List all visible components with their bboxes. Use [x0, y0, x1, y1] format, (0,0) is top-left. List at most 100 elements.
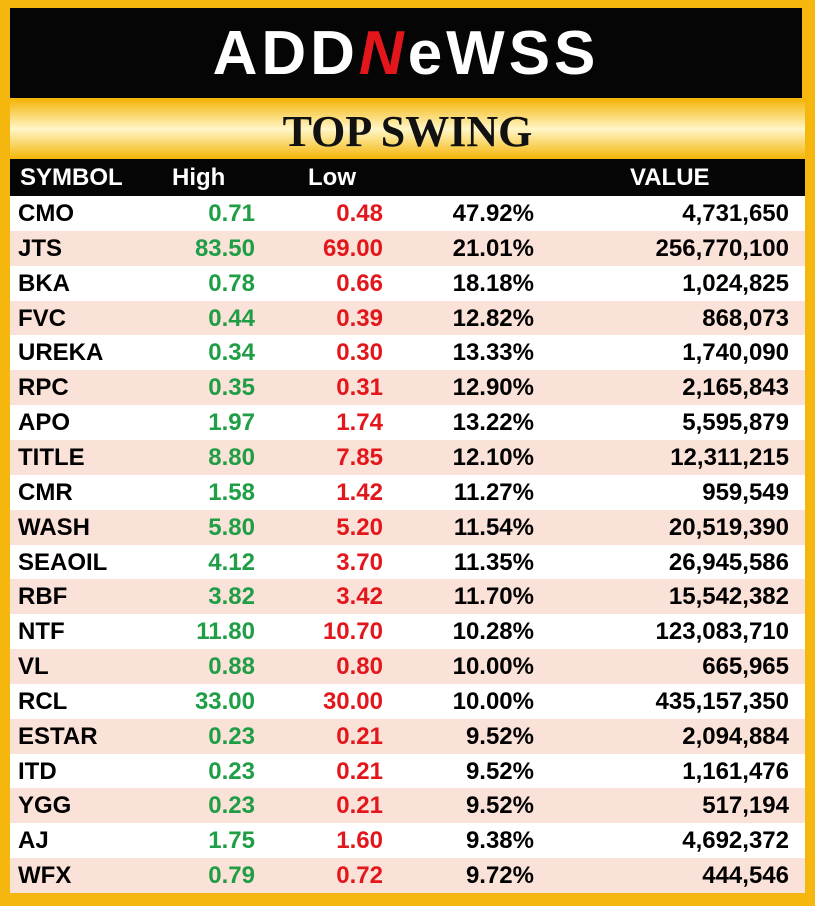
table-row: ESTAR 0.23 0.21 9.52% 2,094,884 [10, 718, 805, 754]
table-cell: 4,731,650 [682, 200, 789, 227]
table-cell: FVC [18, 304, 66, 332]
table-row: AJ 1.75 1.60 9.38% 4,692,372 [10, 823, 805, 859]
table-cell: ESTAR [18, 722, 98, 750]
table-row: CMO 0.71 0.48 47.92% 4,731,650 [10, 196, 805, 231]
table-cell: 0.72 [336, 862, 383, 890]
table-cell: 0.21 [336, 792, 383, 820]
table-row: RBF 3.82 3.42 11.70% 15,542,382 [10, 579, 805, 615]
table-cell: 47.92% [452, 200, 534, 227]
table-cell: 5,595,879 [682, 409, 789, 437]
column-header: VALUE [630, 164, 710, 191]
table-cell: YGG [18, 792, 72, 820]
table-cell: ITD [18, 757, 57, 785]
table-row: UREKA 0.34 0.30 13.33% 1,740,090 [10, 335, 805, 371]
table-cell: 0.48 [336, 200, 383, 227]
table-cell: 868,073 [702, 304, 789, 332]
table-cell: 517,194 [702, 792, 789, 820]
table-cell: WASH [18, 513, 90, 541]
table-cell: 1.42 [336, 478, 383, 506]
table-cell: 7.85 [336, 443, 383, 471]
table-cell: UREKA [18, 339, 104, 367]
table-cell: TITLE [18, 443, 85, 471]
table-cell: 0.79 [208, 862, 255, 890]
table-cell: 12,311,215 [670, 443, 789, 471]
table-cell: 9.52% [465, 757, 534, 785]
table-row: WASH 5.80 5.20 11.54% 20,519,390 [10, 509, 805, 545]
column-header: SYMBOL [20, 164, 123, 191]
table-cell: 11.80 [196, 618, 255, 646]
table-cell: 1.75 [208, 827, 255, 855]
table-cell: 435,157,350 [655, 687, 789, 715]
table-cell: 0.66 [336, 269, 383, 297]
title: TOP SWING [10, 100, 805, 158]
table-cell: 959,549 [702, 478, 789, 506]
table-cell: 11.35% [453, 548, 534, 576]
table-row: ITD 0.23 0.21 9.52% 1,161,476 [10, 753, 805, 789]
table-cell: 10.70 [322, 618, 383, 646]
table-cell: 9.52% [465, 722, 534, 750]
table-cell: 10.00% [452, 687, 534, 715]
table-cell: 1.97 [208, 409, 255, 437]
table-row: NTF 11.80 10.70 10.28% 123,083,710 [10, 614, 805, 650]
table-cell: CMO [18, 200, 74, 227]
table-cell: 444,546 [702, 862, 789, 890]
table-row: VL 0.88 0.80 10.00% 665,965 [10, 649, 805, 685]
table-row: RPC 0.35 0.31 12.90% 2,165,843 [10, 370, 805, 406]
table-cell: RBF [18, 583, 68, 611]
table-row: SEAOIL 4.12 3.70 11.35% 26,945,586 [10, 544, 805, 580]
table-cell: 15,542,382 [668, 583, 789, 611]
table-cell: 1.58 [208, 478, 255, 506]
table-cell: JTS [18, 234, 63, 262]
table-row: APO 1.97 1.74 13.22% 5,595,879 [10, 405, 805, 441]
table-cell: 0.31 [336, 374, 383, 402]
table-cell: 26,945,586 [668, 548, 789, 576]
column-header: High [172, 164, 226, 191]
table-cell: 21.01% [452, 234, 534, 262]
table-cell: 2,094,884 [682, 722, 789, 750]
table-cell: 123,083,710 [655, 618, 789, 646]
table-cell: 8.80 [208, 443, 255, 471]
table-cell: 13.22% [452, 409, 534, 437]
table-cell: 0.88 [208, 653, 255, 681]
logo-right: eWSS [407, 19, 600, 88]
table-cell: 0.21 [336, 722, 383, 750]
table-cell: 13.33% [452, 339, 534, 367]
table-cell: 0.34 [208, 339, 255, 367]
table-cell: 20,519,390 [668, 513, 789, 541]
logo-left: ADD [212, 19, 359, 88]
table-cell: 9.72% [465, 862, 534, 890]
table-cell: VL [18, 653, 49, 681]
table-row: BKA 0.78 0.66 18.18% 1,024,825 [10, 265, 805, 301]
table-row: TITLE 8.80 7.85 12.10% 12,311,215 [10, 439, 805, 475]
table-cell: APO [18, 409, 71, 437]
table-cell: 69.00 [322, 234, 383, 262]
table-cell: 12.90% [452, 374, 534, 402]
table-cell: WFX [18, 862, 72, 890]
table-row: FVC 0.44 0.39 12.82% 868,073 [10, 300, 805, 336]
table-cell: 9.38% [465, 827, 534, 855]
logo-mark: N [358, 19, 408, 88]
table-row: RCL 33.00 30.00 10.00% 435,157,350 [10, 683, 805, 719]
column-header: Low [308, 164, 356, 191]
table-row: CMR 1.58 1.42 11.27% 959,549 [10, 474, 805, 510]
table-cell: 9.52% [465, 792, 534, 820]
table-cell: 1.74 [336, 409, 383, 437]
table-cell: 11.27% [453, 478, 534, 506]
table-cell: 0.39 [336, 304, 383, 332]
table-cell: RPC [18, 374, 69, 402]
table-row: WFX 0.79 0.72 9.72% 444,546 [10, 858, 805, 894]
table-row: YGG 0.23 0.21 9.52% 517,194 [10, 788, 805, 824]
table-cell: 3.42 [336, 583, 383, 611]
table-cell: 11.54% [453, 513, 534, 541]
table-cell: 11.70% [453, 583, 534, 611]
logo-bar: ADDNeWSS [10, 8, 802, 98]
table-cell: 4.12 [208, 548, 255, 576]
table-cell: 0.21 [336, 757, 383, 785]
table-cell: CMR [18, 478, 73, 506]
table-cell: 0.71 [208, 200, 255, 227]
table-cell: 83.50 [194, 234, 255, 262]
table-cell: 256,770,100 [655, 234, 789, 262]
table-cell: RCL [18, 687, 68, 715]
table-cell: 3.70 [336, 548, 383, 576]
